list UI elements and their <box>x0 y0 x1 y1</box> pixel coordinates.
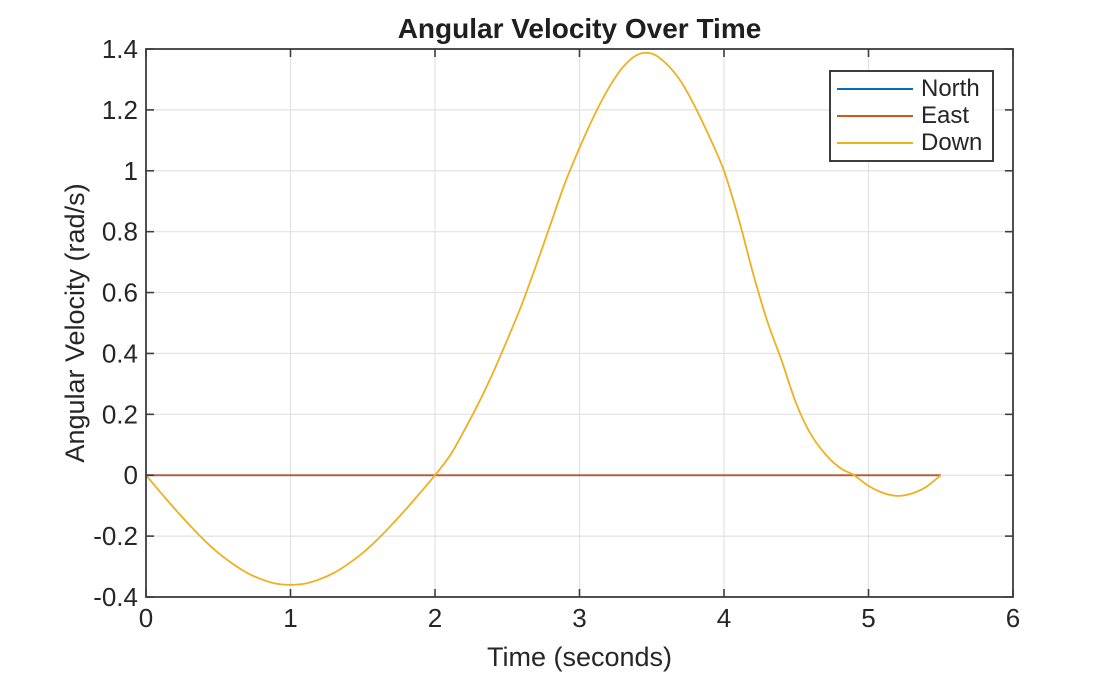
chart-title: Angular Velocity Over Time <box>398 13 762 44</box>
y-tick-label: -0.2 <box>93 521 138 551</box>
tick-labels: 0 1 2 3 4 5 6 -0.4 -0.2 0 0.2 0.4 0.6 0.8 1 1.2 1.4 <box>93 34 1020 633</box>
legend-line-down <box>837 142 913 145</box>
y-tick-label: 1.2 <box>102 95 138 125</box>
x-tick-label: 1 <box>283 603 297 633</box>
legend-item-east: East <box>831 101 992 129</box>
x-tick-label: 2 <box>428 603 442 633</box>
series-curve-down <box>145 51 942 586</box>
legend-label-down: Down <box>921 129 983 157</box>
legend-line-east <box>837 114 913 117</box>
y-tick-label: 0.2 <box>102 399 138 429</box>
y-tick-label: 0.6 <box>102 278 138 308</box>
x-tick-label: 0 <box>139 603 153 633</box>
x-tick-label: 6 <box>1006 603 1020 633</box>
y-tick-label: 1.4 <box>102 34 138 64</box>
y-tick-label: 1 <box>124 156 138 186</box>
x-tick-label: 4 <box>717 603 731 633</box>
legend-item-north: North <box>831 74 992 102</box>
y-tick-label: 0.8 <box>102 217 138 247</box>
legend-label-east: East <box>921 101 970 129</box>
y-tick-label: -0.4 <box>93 582 138 612</box>
legend: North East Down <box>829 70 994 162</box>
y-tick-label: 0.4 <box>102 338 138 368</box>
x-tick-label: 5 <box>861 603 875 633</box>
legend-label-north: North <box>921 74 980 102</box>
axes-box-and-ticks <box>145 48 1014 598</box>
y-axis-label: Angular Velocity (rad/s) <box>60 183 90 462</box>
y-tick-label: 0 <box>124 460 138 490</box>
legend-item-down: Down <box>831 130 992 156</box>
data-series <box>145 51 942 586</box>
x-tick-label: 3 <box>572 603 586 633</box>
x-axis-label: Time (seconds) <box>487 642 672 672</box>
legend-line-north <box>837 87 913 90</box>
